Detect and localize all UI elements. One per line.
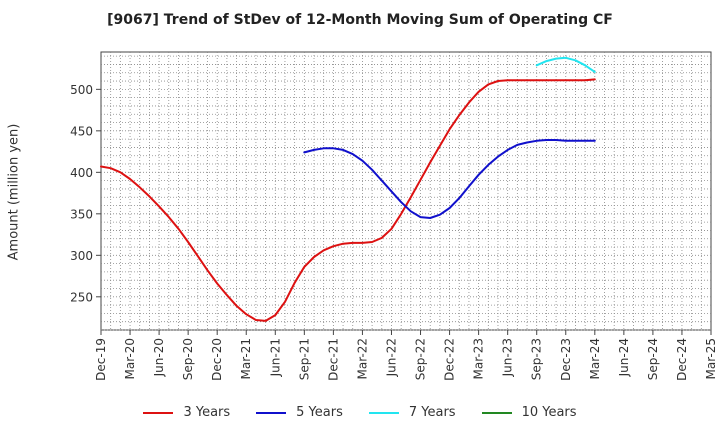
y-tick-label: 300 [70, 249, 93, 263]
chart-title: [9067] Trend of StDev of 12-Month Moving… [107, 12, 613, 28]
x-tick-label: Sep-21 [297, 338, 311, 380]
x-tick-label: Dec-20 [210, 338, 224, 381]
legend-swatch-3-years [143, 411, 174, 414]
legend-item-7-years: 7 Years [368, 405, 456, 420]
x-tick-label: Jun-21 [268, 338, 282, 377]
legend-swatch-5-years [256, 411, 287, 414]
x-tick-label: Dec-21 [326, 338, 340, 381]
x-tick-label: Mar-21 [239, 338, 253, 379]
legend-item-3-years: 3 Years [143, 405, 230, 420]
legend-label-7-years: 7 Years [408, 405, 456, 420]
x-tick-label: Sep-24 [646, 338, 660, 380]
x-tick-label: Mar-22 [355, 338, 369, 379]
x-tick-label: Dec-22 [443, 338, 457, 381]
x-tick-label: Dec-19 [94, 338, 108, 381]
y-tick-label: 400 [70, 166, 93, 180]
x-tick-label: Mar-23 [472, 338, 486, 379]
legend: 3 Years 5 Years 7 Years 10 Years [0, 405, 720, 420]
y-tick-label: 250 [70, 290, 93, 304]
y-tick-label: 500 [70, 83, 93, 97]
x-tick-label: Sep-23 [530, 338, 544, 380]
series-line-5-years [303, 139, 596, 219]
x-tick-label: Mar-24 [588, 338, 602, 379]
x-tick-label: Mar-20 [123, 338, 137, 379]
x-tick-label: Jun-20 [152, 338, 166, 377]
series-line-3-years [100, 78, 596, 322]
x-tick-label: Dec-23 [559, 338, 573, 381]
legend-label-10-years: 10 Years [521, 405, 577, 420]
y-tick-label: 350 [70, 207, 93, 221]
legend-item-5-years: 5 Years [256, 405, 343, 420]
y-tick-label: 450 [70, 124, 93, 138]
legend-label-3-years: 3 Years [183, 405, 231, 420]
x-tick-label: Sep-20 [181, 338, 195, 380]
legend-swatch-7-years [368, 411, 399, 414]
x-tick-label: Jun-22 [384, 338, 398, 377]
x-tick-label: Sep-22 [414, 338, 428, 380]
legend-label-5-years: 5 Years [296, 405, 343, 420]
x-tick-label: Jun-23 [501, 338, 515, 377]
x-tick-label: Dec-24 [675, 338, 689, 381]
legend-swatch-10-years [481, 411, 512, 414]
plot-area [100, 51, 712, 331]
legend-item-10-years: 10 Years [481, 405, 577, 420]
x-tick-label: Jun-24 [617, 338, 631, 377]
x-tick-label: Mar-25 [704, 338, 718, 379]
series-line-7-years [535, 56, 596, 73]
